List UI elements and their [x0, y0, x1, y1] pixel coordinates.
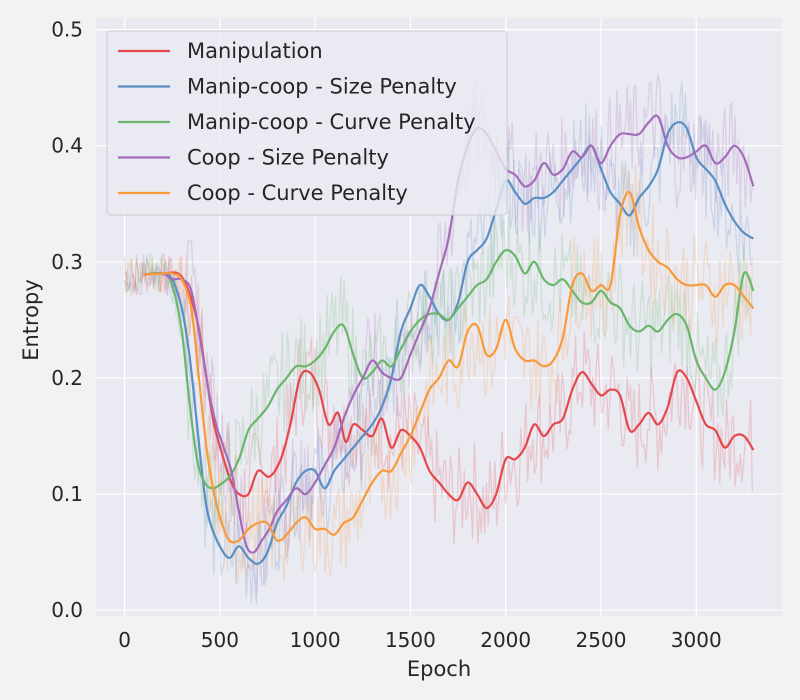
x-tick-label: 1000: [290, 628, 341, 652]
y-tick-label: 0.3: [51, 250, 83, 274]
x-tick-label: 1500: [385, 628, 436, 652]
smoothed-series-layer: [143, 114, 755, 565]
series-line: [143, 114, 755, 554]
series-line: [143, 271, 755, 510]
x-axis-label: Epoch: [407, 657, 471, 681]
x-tick-label: 0: [118, 628, 131, 652]
legend-label: Manip-coop - Size Penalty: [187, 75, 457, 99]
legend-label: Manip-coop - Curve Penalty: [187, 110, 476, 134]
x-tick-label: 2500: [576, 628, 627, 652]
legend-box: [106, 30, 508, 216]
raw-series-trace: [124, 252, 753, 545]
legend-label: Coop - Curve Penalty: [187, 181, 408, 205]
raw-series-trace: [123, 163, 753, 583]
legend-label: Coop - Size Penalty: [187, 146, 389, 170]
raw-series-layer: [123, 73, 753, 605]
x-tick-label: 2000: [480, 628, 531, 652]
x-tick-label: 500: [201, 628, 239, 652]
y-tick-label: 0.0: [51, 598, 83, 622]
legend[interactable]: Manipulation Manip-coop - Size Penalty Man…: [106, 30, 508, 216]
y-tick-label: 0.5: [51, 18, 83, 42]
y-tick-label: 0.1: [51, 482, 83, 506]
series-line: [143, 248, 755, 490]
y-tick-labels: 0.0 0.1 0.2 0.3 0.4 0.5: [51, 18, 83, 623]
x-tick-label: 3000: [671, 628, 722, 652]
legend-label: Manipulation: [187, 39, 323, 63]
x-tick-labels: 0 500 1000 1500 2000 2500 3000: [118, 628, 721, 652]
y-tick-label: 0.4: [51, 134, 83, 158]
raw-series-trace: [123, 80, 753, 605]
raw-series-trace: [123, 210, 753, 537]
y-axis-label: Entropy: [19, 279, 43, 361]
series-line: [143, 190, 755, 544]
y-tick-label: 0.2: [51, 366, 83, 390]
raw-series-trace: [123, 73, 753, 594]
